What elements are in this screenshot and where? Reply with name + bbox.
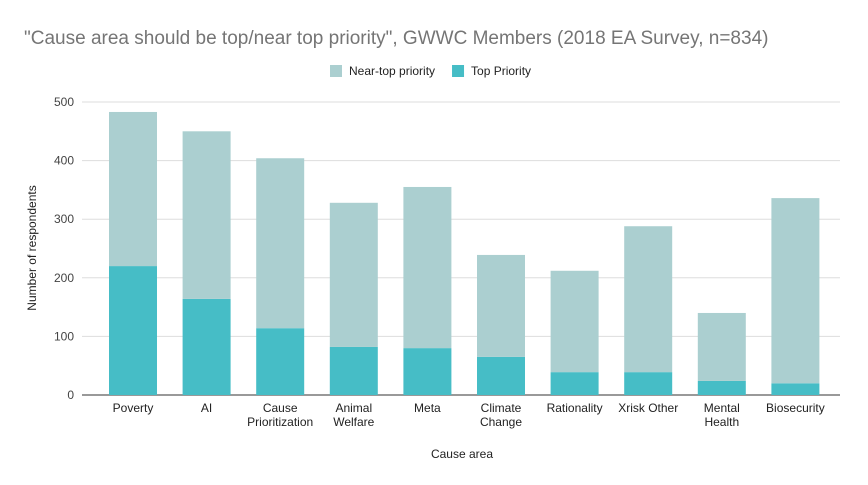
legend: Near-top priority Top Priority [330,64,531,78]
bar-near-top-priority [550,270,599,373]
legend-label: Near-top priority [349,64,435,78]
y-axis-label: Number of respondents [25,185,39,310]
bar-top-priority [550,372,599,395]
y-tick-label: 500 [54,95,74,109]
bar-top-priority [109,266,157,395]
bar-top-priority [624,372,673,395]
y-tick-label: 200 [54,271,74,285]
x-tick-label: Biosecurity [766,401,825,415]
bar-near-top-priority [109,111,157,267]
x-axis-label: Cause area [431,447,493,461]
x-tick-label: Prioritization [247,415,313,429]
x-tick-label: Animal [335,401,372,415]
x-tick-label: Meta [414,401,441,415]
x-tick-label: Rationality [547,401,603,415]
bar-top-priority [256,328,305,395]
x-tick-label: Xrisk Other [618,401,678,415]
bar-top-priority [771,383,820,395]
bar-top-priority [477,356,525,395]
bar-near-top-priority [329,202,378,347]
bar-near-top-priority [771,198,820,384]
bar-near-top-priority [403,186,452,349]
y-tick-label: 100 [54,329,74,343]
bar-top-priority [182,298,231,395]
x-tick-label: Mental [704,401,740,415]
x-tick-label: AI [201,401,212,415]
legend-swatch [330,65,342,77]
bar-near-top-priority [256,158,305,329]
x-tick-label: Climate [481,401,522,415]
bar-near-top-priority [624,226,673,373]
bar-near-top-priority [697,312,746,381]
bar-near-top-priority [182,131,231,299]
y-tick-label: 0 [67,388,74,402]
y-tick-label: 400 [54,154,74,168]
bar-top-priority [697,380,746,395]
y-tick-label: 300 [54,212,74,226]
legend-label: Top Priority [471,64,531,78]
x-tick-label: Cause [263,401,298,415]
x-tick-label: Welfare [333,415,374,429]
bar-top-priority [403,348,452,395]
bar-top-priority [329,346,378,395]
bar-near-top-priority [477,254,525,357]
x-tick-label: Change [480,415,522,429]
chart-title: "Cause area should be top/near top prior… [24,28,768,49]
bars [109,111,820,395]
x-tick-label: Poverty [113,401,154,415]
x-tick-label: Health [704,415,739,429]
legend-swatch [452,65,465,77]
